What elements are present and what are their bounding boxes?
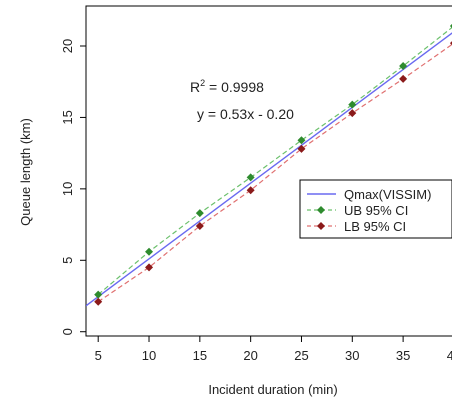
plot-area-frame	[85, 5, 452, 337]
y-tick-label-5: 5	[60, 257, 75, 264]
legend-label-lb-95-ci: LB 95% CI	[344, 219, 406, 234]
legend-box	[299, 179, 452, 239]
y-tick-label-15: 15	[60, 110, 75, 124]
x-tick-label-10: 10	[142, 348, 156, 363]
point-ub-95-ci-25	[297, 136, 306, 145]
y-tick-label-0: 0	[60, 328, 75, 335]
r-squared-annotation: R2 = 0.9998	[190, 78, 264, 95]
point-lb-95-ci-35	[399, 74, 408, 83]
point-ub-95-ci-35	[399, 62, 408, 70]
point-lb-95-ci-30	[348, 109, 357, 118]
point-ub-95-ci-15	[195, 209, 204, 218]
legend-marker-ub-95-ci	[317, 206, 325, 214]
legend-label-ub-95-ci: UB 95% CI	[344, 203, 408, 218]
x-tick-label-40: 40	[447, 348, 452, 363]
point-lb-95-ci-20	[246, 186, 255, 195]
point-ub-95-ci-30	[348, 100, 357, 109]
point-ub-95-ci-40	[449, 23, 452, 29]
x-tick-label-5: 5	[95, 348, 102, 363]
point-lb-95-ci-15	[195, 222, 204, 230]
series-line-ub-95-ci	[97, 26, 452, 296]
data-layer	[86, 23, 452, 307]
legend-label-qmax-vissim: Qmax(VISSIM)	[344, 187, 431, 202]
x-tick-label-20: 20	[243, 348, 257, 363]
regression-equation: y = 0.53x - 0.20	[197, 106, 294, 122]
y-tick-label-10: 10	[60, 182, 75, 196]
point-ub-95-ci-10	[145, 247, 154, 256]
point-lb-95-ci-5	[94, 297, 103, 306]
x-tick-label-35: 35	[396, 348, 410, 363]
x-tick-label-30: 30	[345, 348, 359, 363]
y-tick-label-20: 20	[60, 39, 75, 53]
point-lb-95-ci-10	[145, 263, 154, 272]
y-axis-title: Queue length (km)	[18, 118, 33, 226]
axis-layer: 5 10 15 20 25 30 35 40 0 5 10 15 20	[60, 39, 452, 363]
point-lb-95-ci-40	[449, 41, 452, 46]
series-line-lb-95-ci	[97, 43, 452, 303]
point-ub-95-ci-20	[246, 173, 255, 182]
x-tick-label-25: 25	[294, 348, 308, 363]
x-axis-title: Incident duration (min)	[208, 382, 337, 397]
point-lb-95-ci-25	[297, 144, 306, 153]
point-ub-95-ci-5	[94, 290, 103, 299]
legend-marker-lb-95-ci	[317, 222, 325, 230]
series-line-qmax-vissim	[86, 32, 452, 307]
x-tick-label-15: 15	[193, 348, 207, 363]
